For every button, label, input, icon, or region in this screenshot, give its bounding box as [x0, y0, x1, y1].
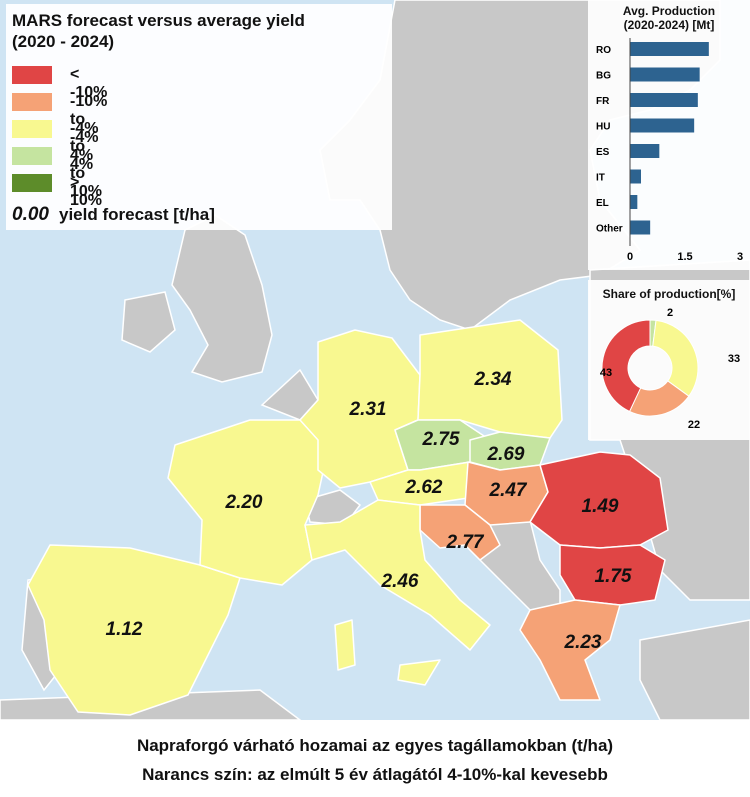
- legend-note: 0.00 yield forecast [t/ha]: [12, 204, 215, 226]
- bar-hu: [630, 118, 695, 133]
- region-sicily: [397, 659, 441, 686]
- legend-title: MARS forecast versus average yield (2020…: [12, 10, 305, 52]
- bar-category-label: Other: [596, 224, 623, 235]
- pie-chart: 2 33 22 43: [600, 307, 740, 431]
- legend-note-value: 0.00: [12, 204, 49, 225]
- legend-panel: MARS forecast versus average yield (2020…: [6, 4, 392, 230]
- share-pie-inset: Share of production[%] 2 33 22 43: [588, 280, 750, 440]
- yield-label-austria: 2.62: [405, 477, 443, 498]
- bar-chart-title-line1: Avg. Production: [622, 4, 716, 18]
- bar-it: [630, 169, 641, 184]
- region-bulgaria: [559, 544, 666, 606]
- bar-category-label: HU: [596, 122, 610, 133]
- bar-category-label: EL: [596, 198, 609, 209]
- bar-category-label: FR: [596, 96, 610, 107]
- yield-label-czechia: 2.75: [422, 429, 460, 450]
- bar-tick-label: 3: [737, 251, 743, 263]
- pie-slice: [652, 319, 699, 397]
- yield-label-poland: 2.34: [474, 369, 512, 390]
- legend-label-5: > 10%: [70, 174, 103, 209]
- legend-swatch-1: [12, 66, 52, 84]
- legend-label-4: 4% to 10%: [70, 147, 103, 200]
- land-ireland: [121, 291, 176, 353]
- region-sardinia: [334, 619, 356, 671]
- pie-slice-label: 33: [728, 353, 740, 365]
- yield-label-hungary: 2.47: [489, 480, 527, 501]
- bar-chart-title: Avg. Production (2020-2024) [Mt]: [588, 4, 750, 32]
- legend-note-text: yield forecast [t/ha]: [58, 205, 215, 224]
- legend-label-1: < -10%: [70, 66, 108, 101]
- pie-slice: [601, 319, 651, 413]
- bar-chart-title-line2: (2020-2024) [Mt]: [623, 18, 715, 32]
- legend-title-line1: MARS forecast versus average yield: [12, 11, 305, 30]
- yield-label-romania: 1.49: [581, 496, 619, 517]
- region-croatia: [419, 504, 501, 561]
- region-greece: [519, 599, 621, 701]
- land-turkey: [639, 619, 750, 720]
- land-uk: [171, 214, 273, 383]
- bar-ro: [630, 42, 709, 56]
- bar-category-label: BG: [596, 71, 611, 82]
- bar-tick-label: 1.5: [677, 251, 692, 263]
- pie-slice-label: 2: [667, 307, 673, 319]
- production-bar-inset: Avg. Production (2020-2024) [Mt] RO BG FR H…: [588, 0, 750, 270]
- bar-chart: RO BG FR HU ES IT EL Other 0 1.5 3: [596, 38, 743, 263]
- legend-title-line2: (2020 - 2024): [12, 32, 115, 51]
- bar-el: [630, 195, 638, 209]
- yield-label-greece: 2.23: [564, 632, 602, 653]
- legend-label-2: -10% to -4%: [70, 93, 108, 146]
- legend-swatch-4: [12, 147, 52, 165]
- legend-swatch-3: [12, 120, 52, 138]
- pie-slice-label: 43: [600, 367, 612, 379]
- legend-swatch-2: [12, 93, 52, 111]
- yield-label-croatia: 2.77: [446, 532, 484, 553]
- bar-category-label: RO: [596, 45, 611, 56]
- map-stage: MARS forecast versus average yield (2020…: [0, 0, 750, 720]
- bar-other: [630, 220, 651, 235]
- yield-label-france: 2.20: [225, 492, 263, 513]
- legend-label-3: -4% to 4%: [70, 120, 99, 173]
- yield-label-bulgaria: 1.75: [594, 566, 632, 587]
- bar-category-label: IT: [596, 173, 605, 184]
- pie-slice-label: 22: [688, 419, 700, 431]
- yield-label-slovakia: 2.69: [487, 444, 525, 465]
- bar-fr: [630, 93, 698, 107]
- caption-line2: Narancs szín: az elmúlt 5 év átlagától 4…: [142, 765, 608, 784]
- legend-swatch-5: [12, 174, 52, 192]
- region-italy: [304, 499, 491, 651]
- caption-line1: Napraforgó várható hozamai az egyes tagá…: [136, 736, 614, 755]
- yield-label-germany: 2.31: [349, 399, 387, 420]
- yield-label-spain: 1.12: [105, 619, 143, 640]
- yield-label-italy: 2.46: [381, 571, 419, 592]
- bar-bg: [630, 67, 700, 82]
- bar-es: [630, 144, 660, 158]
- bar-tick-label: 0: [627, 251, 633, 263]
- pie-chart-title: Share of production[%]: [602, 287, 736, 301]
- bar-category-label: ES: [596, 147, 610, 158]
